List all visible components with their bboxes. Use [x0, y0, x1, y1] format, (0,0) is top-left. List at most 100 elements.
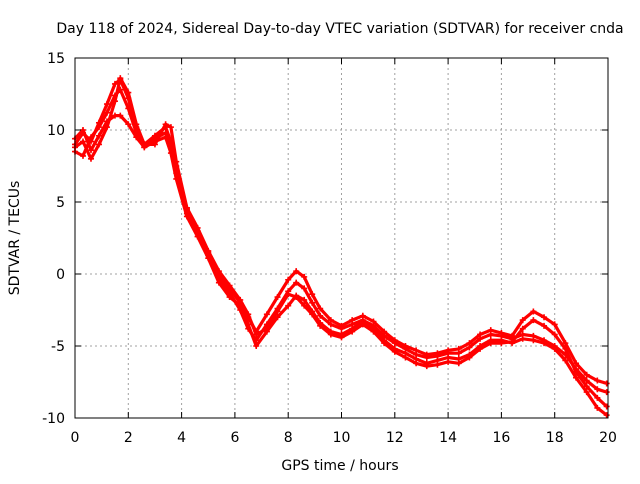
data-point	[594, 377, 601, 384]
data-point	[301, 302, 308, 309]
data-point	[245, 325, 252, 332]
data-point	[349, 328, 356, 335]
data-point	[402, 343, 409, 349]
data-point	[583, 371, 590, 378]
data-point	[205, 255, 212, 262]
data-point	[530, 308, 537, 315]
data-point	[205, 247, 212, 254]
data-point	[391, 337, 398, 344]
data-point	[141, 141, 148, 148]
data-point	[173, 158, 180, 165]
data-point	[215, 268, 222, 275]
series-line-sat-4	[73, 76, 609, 409]
y-tick-label: 15	[47, 51, 65, 67]
data-point	[293, 294, 300, 301]
data-point	[562, 345, 569, 352]
data-point	[434, 350, 441, 357]
y-tick-label: 5	[56, 195, 65, 211]
data-point	[551, 343, 558, 349]
x-tick-label: 2	[124, 430, 133, 446]
x-tick-label: 10	[333, 430, 351, 446]
x-tick-label: 20	[599, 430, 617, 446]
data-point	[95, 124, 102, 131]
data-point	[423, 363, 430, 370]
data-point	[583, 389, 590, 396]
x-tick-label: 8	[284, 430, 293, 446]
data-point	[594, 394, 601, 401]
data-point	[274, 294, 281, 301]
data-point	[274, 308, 281, 315]
data-point	[293, 279, 300, 286]
data-point	[423, 351, 430, 358]
data-point	[317, 312, 324, 319]
data-point	[215, 279, 222, 286]
data-point	[253, 331, 260, 338]
series-layer	[72, 75, 610, 419]
data-point	[162, 121, 169, 128]
data-point	[413, 360, 420, 367]
data-point	[183, 204, 190, 211]
data-point	[167, 124, 174, 131]
data-point	[583, 377, 590, 384]
x-tick-label: 16	[492, 430, 510, 446]
data-point	[111, 112, 118, 119]
data-point	[173, 175, 180, 182]
data-point	[79, 152, 86, 159]
data-point	[519, 325, 526, 332]
data-point	[562, 340, 569, 347]
data-point	[541, 314, 548, 321]
data-point	[487, 327, 494, 334]
data-point	[583, 383, 590, 390]
data-point	[125, 105, 132, 112]
data-point	[603, 412, 610, 419]
series-line-sat-3	[73, 113, 609, 385]
data-point	[349, 317, 356, 324]
data-point	[285, 276, 292, 283]
data-point	[551, 321, 558, 328]
data-point	[381, 340, 388, 347]
data-point	[162, 134, 169, 141]
data-point	[301, 273, 308, 280]
data-point	[603, 403, 610, 410]
x-tick-label: 18	[546, 430, 564, 446]
x-tick-label: 0	[71, 430, 80, 446]
data-point	[594, 386, 601, 393]
data-point	[253, 343, 260, 349]
data-point	[530, 332, 537, 339]
data-point	[487, 340, 494, 347]
data-point	[117, 112, 124, 119]
data-point	[103, 101, 110, 108]
data-point	[477, 345, 484, 352]
data-point	[79, 138, 86, 145]
data-point	[370, 318, 377, 325]
data-point	[226, 282, 233, 289]
data-point	[167, 150, 174, 157]
data-point	[327, 317, 334, 324]
data-point	[338, 322, 345, 329]
data-point	[603, 380, 610, 387]
data-point	[103, 124, 110, 131]
data-point	[562, 357, 569, 364]
data-point	[573, 374, 580, 381]
data-point	[301, 296, 308, 303]
tick-layer: 0 2 4 6 8 10 12 14 16 18 20 -10 -5 0 5 10 15	[42, 51, 617, 446]
data-point	[103, 109, 110, 116]
data-point	[391, 348, 398, 355]
data-point	[594, 404, 601, 411]
data-point	[370, 328, 377, 335]
x-tick-label: 6	[230, 430, 239, 446]
data-point	[117, 75, 124, 82]
data-point	[551, 331, 558, 338]
data-point	[194, 224, 201, 231]
data-point	[263, 325, 270, 332]
data-point	[87, 147, 94, 154]
data-point	[237, 296, 244, 303]
x-tick-label: 4	[177, 430, 186, 446]
data-point	[263, 311, 270, 318]
data-point	[87, 155, 94, 162]
data-point	[309, 299, 316, 306]
data-point	[445, 347, 452, 354]
data-point	[87, 134, 94, 141]
y-tick-label: 0	[56, 267, 65, 283]
